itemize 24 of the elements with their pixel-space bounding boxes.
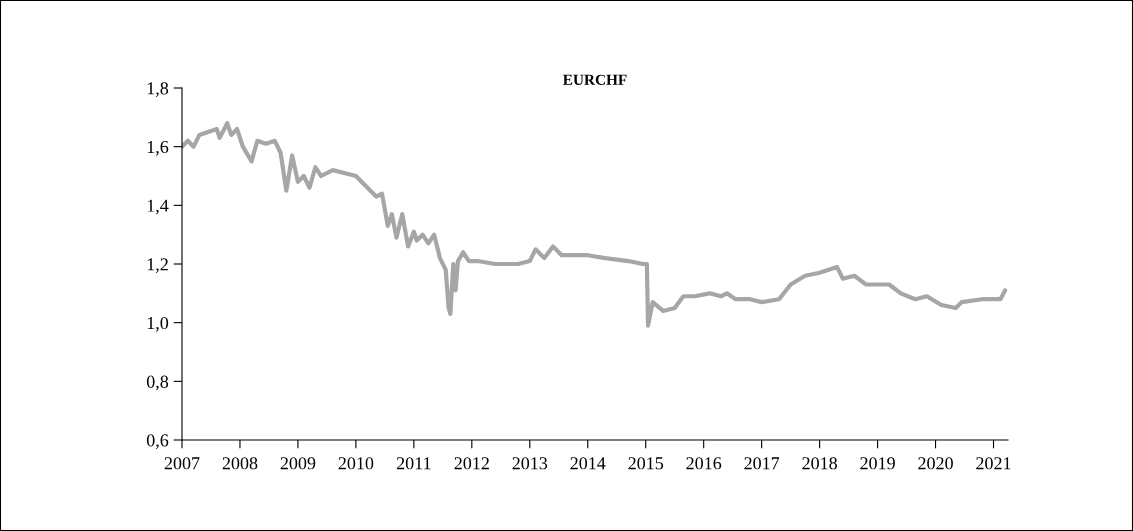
x-tick-label: 2013 (512, 457, 548, 470)
y-tick-label: 1,2 (147, 258, 168, 274)
x-tick-label: 2021 (976, 457, 1011, 470)
x-tick-label: 2019 (860, 457, 895, 470)
x-tick-label: 2008 (222, 457, 258, 470)
x-tick-label: 2007 (164, 457, 200, 470)
chart-title: EURCHF (563, 74, 627, 85)
y-tick-label: 0,8 (146, 375, 169, 391)
x-tick-label: 2009 (280, 457, 316, 470)
y-tick-label: 0,6 (146, 434, 169, 450)
x-tick-label: 2010 (338, 457, 374, 470)
x-tick-label: 2020 (918, 457, 953, 470)
y-tick-label: 1,8 (147, 82, 169, 98)
line-series (182, 121, 1008, 328)
y-tick-label: 1,6 (147, 140, 169, 156)
x-tick-label: 2016 (686, 457, 722, 470)
y-tick-label: 1,0 (147, 316, 169, 332)
x-tick-label: 2014 (570, 457, 606, 470)
y-tick-label: 1,4 (147, 199, 169, 215)
x-tick-label: 2011 (396, 457, 431, 470)
x-tick-label: 2018 (802, 457, 837, 470)
x-tick-label: 2015 (628, 457, 664, 470)
x-tick-label: 2017 (744, 457, 780, 470)
x-tick-label: 2012 (454, 457, 489, 470)
